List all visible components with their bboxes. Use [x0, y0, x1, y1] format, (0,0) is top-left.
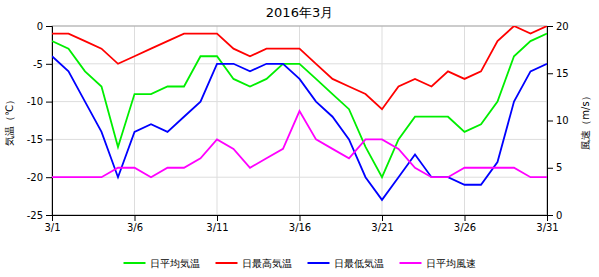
tick-label: -15 [27, 134, 43, 145]
tick: 20 [547, 21, 569, 32]
tick-label: -5 [33, 59, 43, 70]
axis-domain [46, 27, 53, 216]
tick-mark [547, 215, 553, 216]
legend-item: 日平均風速 [400, 258, 476, 269]
tick-mark [46, 177, 52, 178]
axis-domain [53, 216, 548, 222]
tick: 3/11 [206, 215, 228, 233]
tick-label: 3/26 [454, 222, 476, 233]
tick: 5 [547, 162, 562, 173]
tick: -20 [27, 172, 52, 183]
legend-label: 日平均気温 [150, 258, 200, 269]
legend-label: 日最低気温 [334, 258, 384, 269]
legend-item: 日最高気温 [216, 258, 292, 269]
y-axis-title: 気温（℃） [4, 95, 15, 146]
plot-frame [52, 26, 547, 215]
tick-label: 0 [556, 210, 562, 221]
tick: 15 [547, 68, 569, 79]
tick: 0 [547, 210, 562, 221]
tick-mark [46, 139, 52, 140]
tick-mark [46, 26, 52, 27]
y2-axis: 0 5 10 15 20 [547, 21, 569, 221]
grid-line-x [464, 26, 465, 215]
tick-mark [217, 215, 218, 221]
tick: -15 [27, 134, 52, 145]
tick-mark [300, 215, 301, 221]
tick-label: 3/16 [289, 222, 311, 233]
legend-item: 日平均気温 [124, 258, 200, 269]
plot-area [52, 26, 547, 200]
tick-mark [46, 215, 52, 216]
tick: 10 [547, 115, 569, 126]
tick-mark [46, 64, 52, 65]
tick-mark [135, 215, 136, 221]
tick-label: 3/21 [371, 222, 393, 233]
tick-mark [465, 215, 466, 221]
tick-label: 5 [556, 162, 562, 173]
grid-line-x [382, 26, 383, 215]
tick-mark [547, 168, 553, 169]
tick: 3/6 [127, 215, 143, 233]
tick: 3/26 [454, 215, 476, 233]
grid-line-x [134, 26, 135, 215]
grid [52, 26, 547, 215]
legend-item: 日最低気温 [308, 258, 384, 269]
tick: -5 [33, 59, 52, 70]
legend-swatch [308, 262, 330, 264]
tick-label: 3/1 [44, 222, 60, 233]
legend-label: 日平均風速 [426, 258, 476, 269]
x-axis: 3/1 3/6 3/11 3/16 3/21 3/26 3/31 [44, 215, 558, 233]
tick-label: 0 [37, 21, 43, 32]
tick-mark [547, 73, 553, 74]
legend-swatch [124, 262, 146, 264]
grid-line-y [52, 177, 547, 178]
grid-line-x [299, 26, 300, 215]
tick: -10 [27, 96, 52, 107]
axis-domain [548, 27, 554, 216]
series-line [52, 26, 547, 109]
tick: 0 [37, 21, 52, 32]
grid-line-y [52, 139, 547, 140]
y2-axis-title: 風速（m/s） [580, 91, 591, 149]
tick-label: -20 [27, 172, 43, 183]
tick-label: -10 [27, 96, 43, 107]
series-line [52, 56, 547, 200]
legend-label: 日最高気温 [242, 258, 292, 269]
tick-label: 3/11 [206, 222, 228, 233]
tick-label: 20 [556, 21, 569, 32]
tick-mark [382, 215, 383, 221]
tick: 3/16 [289, 215, 311, 233]
tick: 3/1 [44, 215, 60, 233]
chart: 3/13/63/113/163/213/263/310-5-10-15-20-2… [0, 0, 599, 277]
tick-mark [547, 26, 553, 27]
tick: -25 [27, 210, 52, 221]
tick: 3/21 [371, 215, 393, 233]
tick-label: 3/6 [127, 222, 143, 233]
grid-line-x [217, 26, 218, 215]
tick-label: 15 [556, 68, 569, 79]
legend-swatch [216, 262, 238, 264]
y-axis: 0 -5 -10 -15 -20 -25 [27, 21, 53, 221]
tick-mark [46, 102, 52, 103]
tick-label: 10 [556, 115, 569, 126]
legend: 日平均気温 日最高気温 日最低気温 日平均風速 [124, 258, 476, 269]
title: 2016年3月 [266, 5, 333, 20]
legend-swatch [400, 262, 422, 264]
tick-mark [547, 121, 553, 122]
tick-label: -25 [27, 210, 43, 221]
grid-line-y [52, 101, 547, 102]
tick-label: 3/31 [536, 222, 558, 233]
series-line [52, 111, 547, 177]
